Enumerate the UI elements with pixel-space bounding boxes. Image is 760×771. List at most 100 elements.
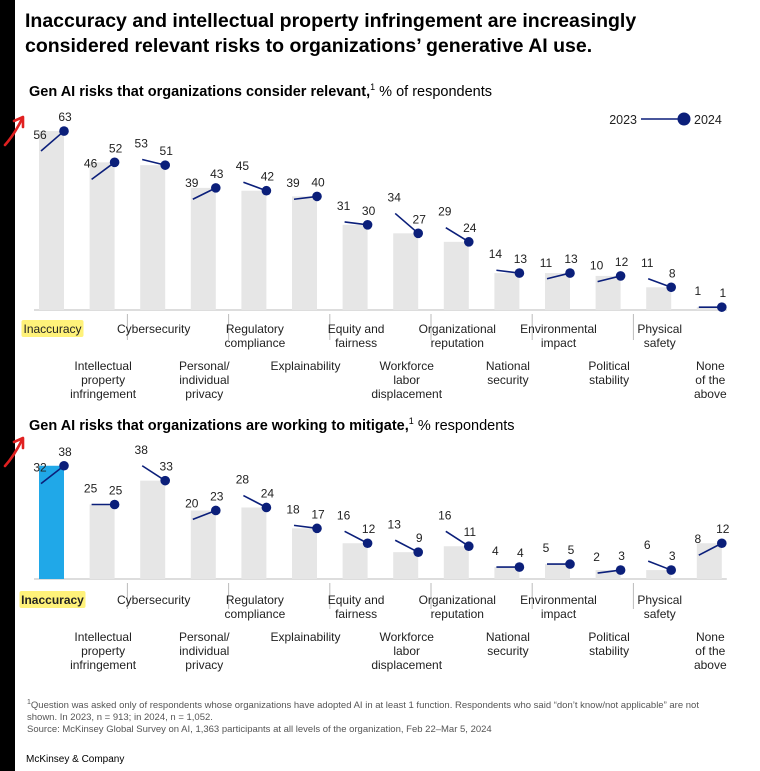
chart-2-category-label-13: None of the above: [694, 630, 727, 672]
chart-2-label-2024-8: 11: [464, 525, 477, 539]
chart-1-label-2023-13: 1: [694, 284, 701, 298]
chart-2-category-label-3: Personal/individual privacy: [179, 630, 230, 672]
chart-1-category-label-7-line-0: Workforce: [379, 359, 434, 373]
chart-2-label-2023-0: 32: [33, 461, 47, 475]
chart-2-category-label-4-line-1: compliance: [225, 607, 286, 621]
chart-1-label-2023-4: 45: [236, 159, 250, 173]
chart-2-category-label-2-line-0: Cybersecurity: [117, 593, 190, 607]
chart-2-category-label-8: Organizational reputation: [419, 593, 496, 621]
chart-2-category-label-7: Workforce labor displacement: [371, 630, 442, 672]
chart-1-label-2024-12: 8: [669, 266, 676, 280]
chart-2-category-label-1: Intellectual property infringement: [70, 630, 137, 672]
chart-2-category-label-10: Environmental impact: [520, 593, 597, 621]
chart-1-annotation-arrowhead: [12, 115, 25, 129]
chart-1-category-label-10-line-0: Environmental: [520, 322, 597, 336]
chart-1-point-2024-9: [514, 268, 525, 278]
chart-2-category-label-9-line-0: National: [486, 630, 530, 644]
chart-2-bar-6: [342, 543, 368, 579]
chart-2-point-2024-4: [261, 502, 272, 513]
chart-1-category-label-12-line-0: Physical: [637, 322, 682, 336]
chart-2-label-2023-13: 8: [694, 532, 701, 546]
chart-1-category-label-7: Workforce labor displacement: [371, 359, 442, 401]
chart-2-label-2023-10: 5: [543, 541, 550, 555]
chart-1-label-2024-3: 43: [210, 167, 224, 181]
chart-2-point-2024-6: [362, 538, 373, 549]
chart-1-label-2024-11: 12: [615, 255, 629, 269]
chart-1-category-label-13-line-1: of the: [695, 373, 725, 387]
chart-1-category-label-8-line-1: reputation: [431, 336, 484, 350]
chart-1-bar-10: [545, 273, 570, 310]
chart-2-bar-9: [494, 567, 520, 579]
chart-1-point-2024-2: [160, 160, 170, 170]
chart-2-label-2024-3: 23: [210, 489, 224, 503]
chart-2-category-label-1-line-2: infringement: [70, 658, 137, 672]
chart-1-category-label-6-line-1: fairness: [335, 336, 377, 350]
chart-1-point-2024-7: [413, 228, 424, 239]
chart-1-annotation-arrow: [3, 117, 24, 147]
chart-2-bar-5: [292, 528, 317, 579]
chart-2-category-label-5: Explainability: [270, 630, 340, 644]
chart-2-label-2023-11: 2: [593, 550, 600, 564]
chart-1-footnote-marker: 1: [370, 82, 376, 92]
chart-2-point-2024-7: [413, 547, 424, 557]
chart-2-bar-0: [39, 465, 64, 579]
chart-2-label-2024-0: 38: [58, 445, 72, 459]
chart-1-category-label-13-line-2: above: [694, 387, 727, 401]
chart-1-category-label-12: Physical safety: [637, 322, 682, 350]
chart-2-bar-1: [89, 504, 115, 579]
chart-1-category-label-1-line-2: infringement: [70, 387, 137, 401]
legend-2024-label: 2024: [694, 113, 722, 127]
chart-1-label-2024-0: 63: [58, 110, 72, 124]
chart-1-point-2024-8: [464, 237, 474, 247]
chart-1-point-2024-6: [362, 220, 373, 230]
chart-1-bar-1: [89, 162, 115, 310]
chart-2-point-2024-9: [514, 562, 525, 572]
chart-1-category-label-9-line-1: security: [487, 373, 528, 387]
chart-1-category-label-7-line-2: displacement: [371, 387, 442, 401]
chart-1-label-2023-8: 29: [438, 205, 452, 219]
chart-1-category-label-5-line-0: Explainability: [270, 359, 340, 373]
chart-2-label-2024-5: 17: [311, 507, 325, 521]
chart-2-point-2024-8: [464, 541, 474, 552]
chart-2-label-2023-7: 13: [388, 517, 402, 531]
chart-2-category-label-13-line-1: of the: [695, 644, 725, 658]
chart-1-category-label-0: Inaccuracy: [23, 322, 81, 336]
footnotes: 1Question was asked only of respondents …: [27, 697, 727, 736]
chart-1-point-2024-5: [312, 191, 322, 202]
chart-2-title-suffix: % respondents: [417, 417, 515, 434]
chart-1-point-2024-13: [717, 302, 727, 312]
chart-2-point-2024-1: [109, 499, 120, 510]
chart-2-category-label-9: National security: [486, 630, 530, 658]
chart-1-category-label-11: Political stability: [588, 359, 629, 387]
chart-1-category-label-8: Organizational reputation: [419, 322, 496, 350]
chart-2-point-2024-11: [615, 565, 626, 575]
chart-1-bar-4: [241, 190, 267, 310]
chart-2-bar-12: [646, 570, 672, 579]
chart-2-category-label-5-line-0: Explainability: [270, 630, 340, 644]
chart-2-category-label-11: Political stability: [588, 630, 629, 658]
chart-2-category-label-12-line-1: safety: [644, 607, 676, 621]
chart-2-bar-11: [595, 570, 621, 579]
chart-1-label-2024-8: 24: [463, 221, 477, 235]
chart-1-change-line-0: [40, 130, 65, 152]
chart-2-category-label-3-line-2: privacy: [185, 658, 223, 672]
chart-2-category-label-6-line-1: fairness: [335, 607, 377, 621]
chart-2-category-label-0: Inaccuracy: [21, 593, 84, 607]
legend-2024-dot: [677, 112, 691, 126]
chart-2-label-2024-2: 33: [160, 460, 174, 474]
chart-2-category-label-7-line-0: Workforce: [379, 630, 434, 644]
chart-2-category-label-3-line-1: individual: [179, 644, 229, 658]
chart-1-change-line-7: [394, 212, 419, 234]
chart-2-change-line-0: [40, 465, 65, 485]
chart-1-label-2024-10: 13: [564, 252, 578, 266]
chart-1-category-label-7-line-1: labor: [393, 373, 420, 387]
chart-1-bar-12: [646, 287, 672, 310]
chart-1-category-label-11-line-0: Political: [588, 359, 629, 373]
chart-2-label-2024-1: 25: [109, 484, 123, 498]
chart-1-label-2023-11: 10: [590, 259, 604, 273]
chart-1-point-2024-3: [211, 183, 221, 193]
chart-2-category-label-9-line-1: security: [487, 644, 528, 658]
chart-2-category-label-1-line-1: property: [81, 644, 125, 658]
